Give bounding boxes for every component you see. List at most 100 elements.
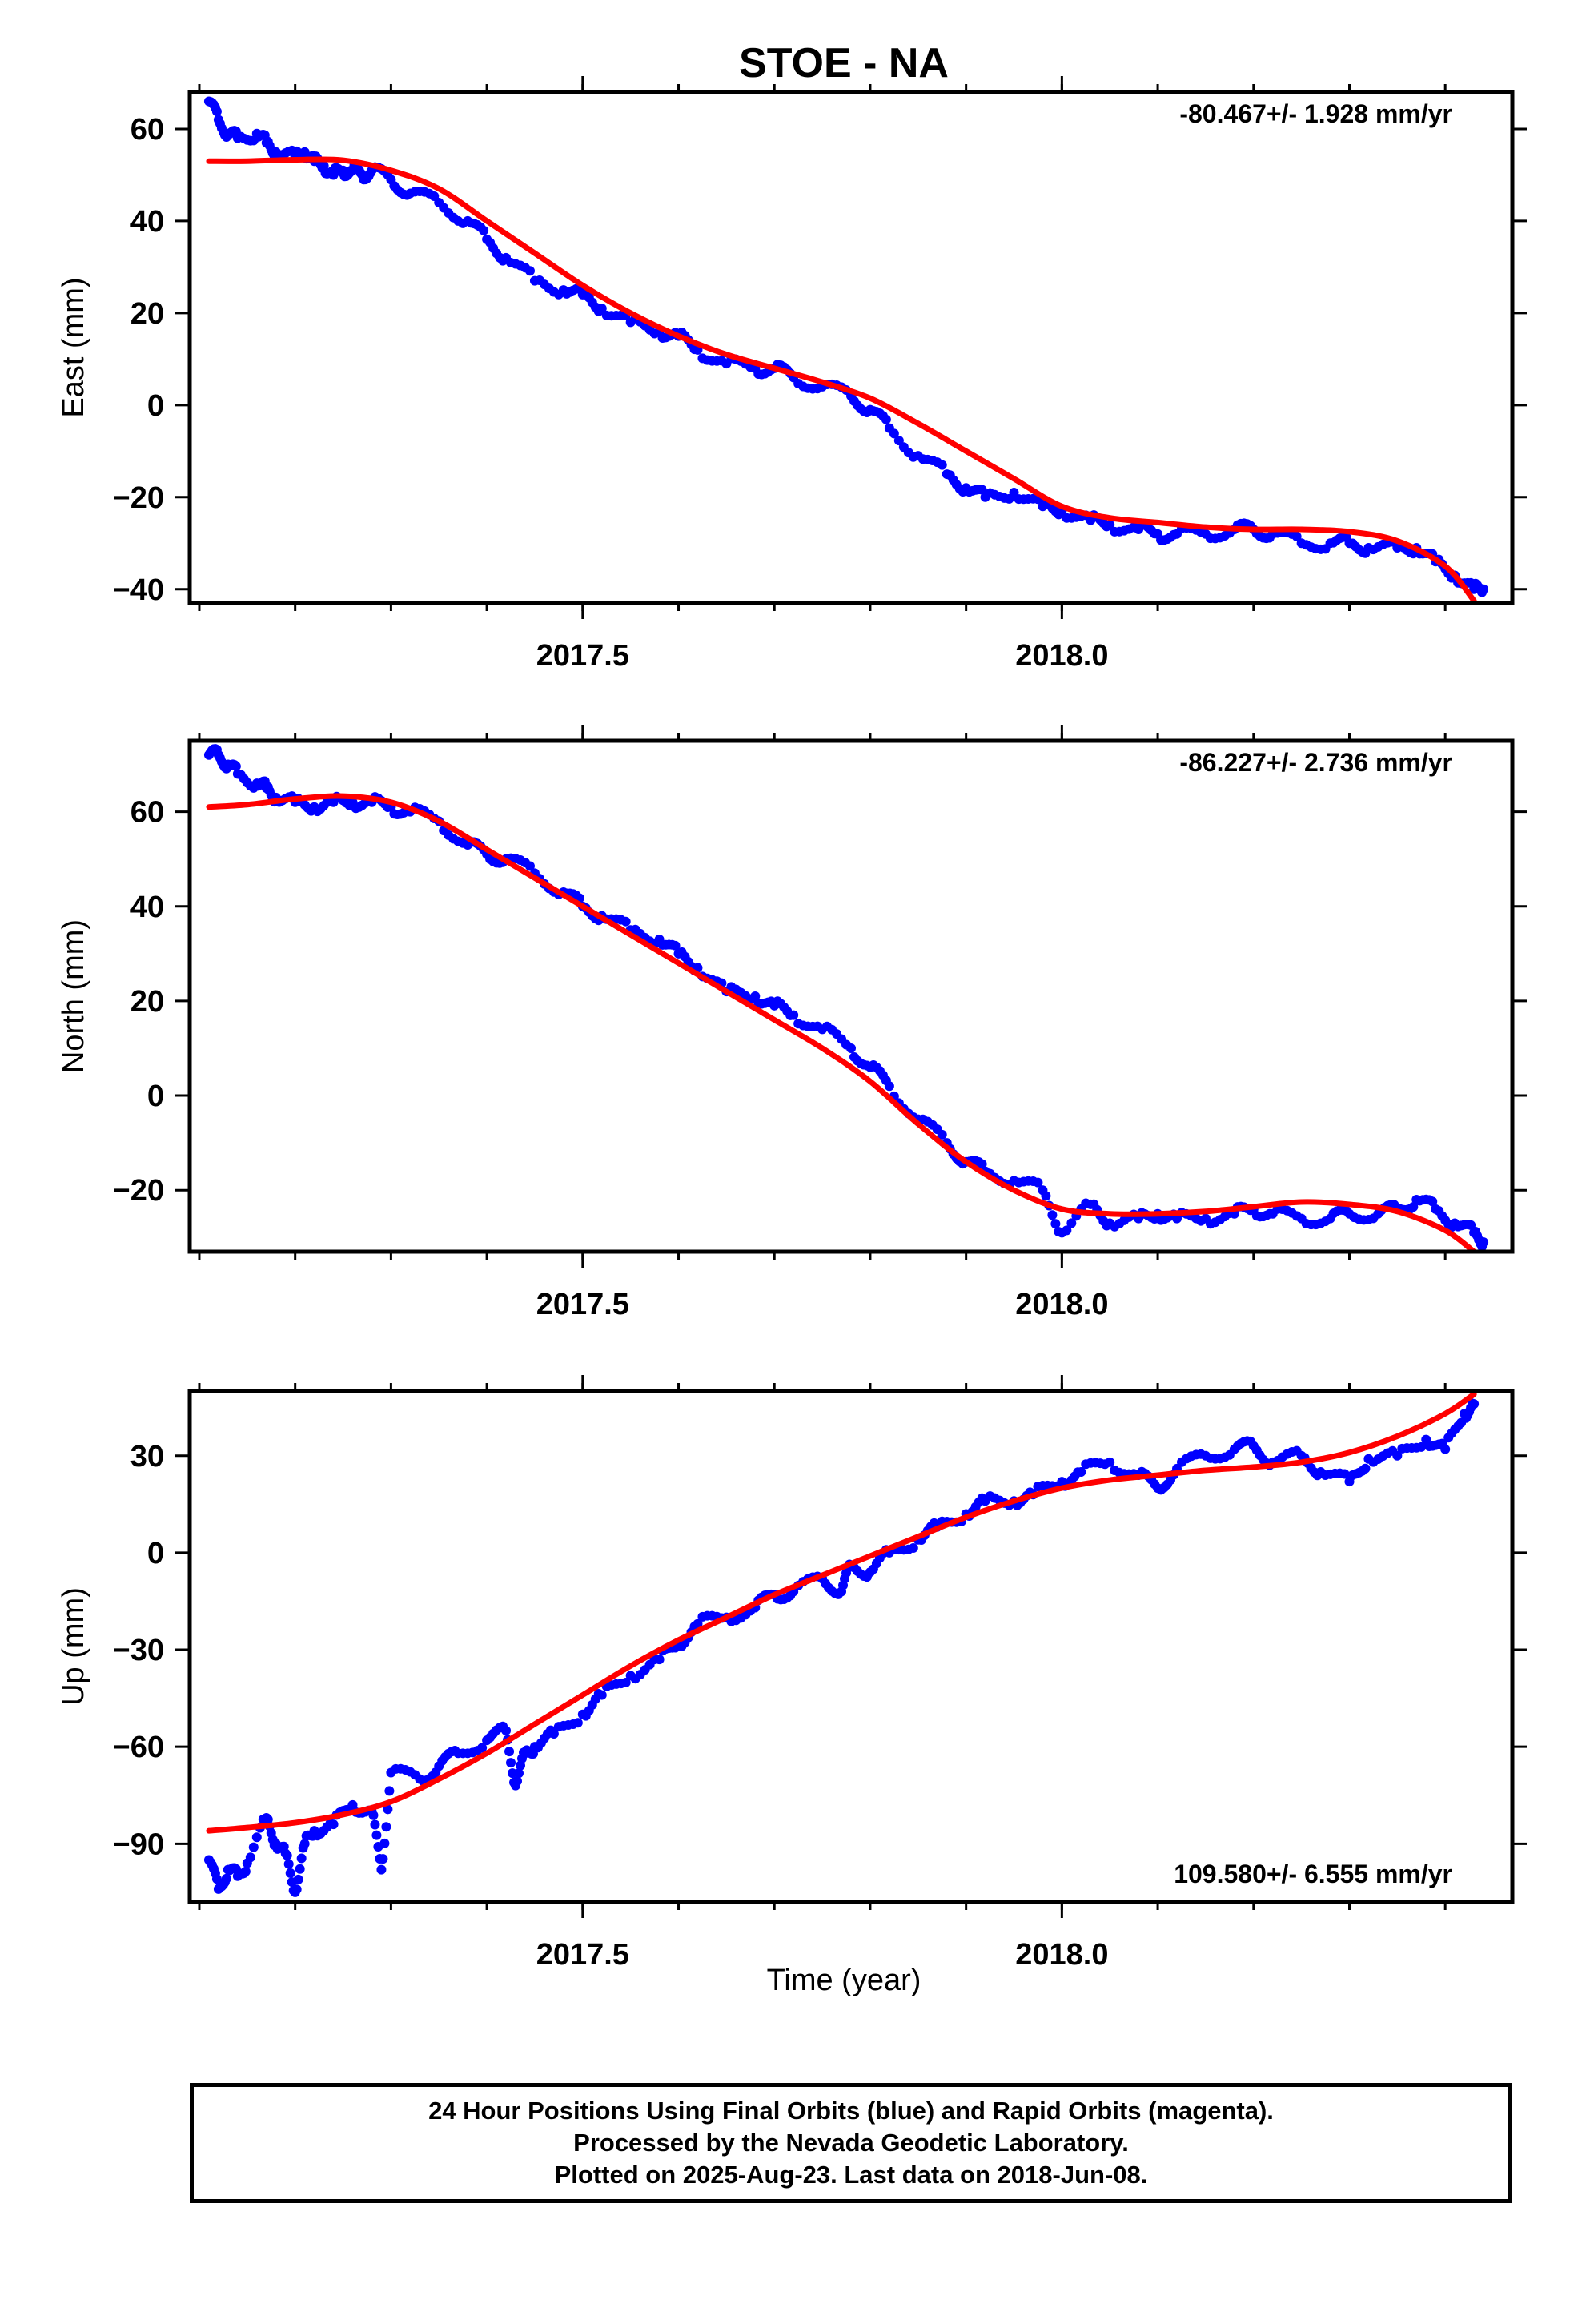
data-point xyxy=(378,1854,388,1864)
data-point xyxy=(347,1799,358,1810)
plot-frame xyxy=(187,1389,1515,1904)
data-point xyxy=(1041,1191,1051,1201)
data-point xyxy=(846,1043,856,1053)
y-tick-label: −90 xyxy=(113,1827,164,1861)
data-point xyxy=(1047,1210,1058,1220)
y-axis-label: East (mm) xyxy=(57,277,90,417)
y-tick-label: −40 xyxy=(113,573,164,607)
data-point xyxy=(512,1776,523,1787)
data-point xyxy=(376,1864,387,1875)
panel-up: 2017.5 2018.0 30 0 −30 −60 −90 Up (mm) 109.580+/… xyxy=(57,1375,1527,1972)
footer-box: 24 Hour Positions Using Final Orbits (bl… xyxy=(190,2083,1512,2203)
data-point xyxy=(548,1729,559,1739)
y-tick-label: −30 xyxy=(113,1634,164,1667)
data-point xyxy=(789,1010,799,1020)
panel-north: 2017.5 2018.0 60 40 20 0 −20 North (mm) -86.227+… xyxy=(57,725,1527,1321)
data-point xyxy=(295,1864,305,1874)
data-point xyxy=(383,1804,393,1815)
data-point xyxy=(384,1786,395,1796)
data-point xyxy=(1360,1463,1371,1474)
data-point xyxy=(1427,1196,1438,1207)
y-axis-label: Up (mm) xyxy=(57,1587,90,1706)
data-point xyxy=(1076,1466,1086,1477)
data-point xyxy=(245,1852,255,1863)
plot-area xyxy=(203,744,1489,1252)
data-point xyxy=(1105,1457,1115,1467)
data-point xyxy=(1050,1219,1061,1229)
data-point xyxy=(240,1866,251,1876)
footer-line-2: Processed by the Nevada Geodetic Laborat… xyxy=(573,2129,1129,2157)
x-tick-label: 2018.0 xyxy=(1015,639,1108,673)
rate-annotation: -86.227+/- 2.736 mm/yr xyxy=(1179,748,1452,777)
data-point xyxy=(371,1830,382,1840)
data-point xyxy=(504,1747,515,1757)
data-point xyxy=(1291,531,1302,541)
data-point xyxy=(750,991,761,1001)
data-point xyxy=(670,940,681,951)
y-tick-label: 0 xyxy=(147,389,164,423)
data-point xyxy=(231,761,241,771)
data-point xyxy=(693,1618,703,1629)
y-tick-label: 20 xyxy=(130,985,164,1019)
data-point xyxy=(1392,1450,1403,1461)
plot-frame xyxy=(187,90,1515,605)
rate-annotation: -80.467+/- 1.928 mm/yr xyxy=(1179,99,1452,128)
panels-group: 2017.5 2018.0 60 40 20 0 −20 −40 East (mm) -80.46… xyxy=(57,76,1527,1972)
fit-line xyxy=(206,793,1477,1252)
data-point xyxy=(211,1874,222,1884)
x-tick-label: 2017.5 xyxy=(536,639,629,673)
data-point xyxy=(370,1819,380,1830)
data-point xyxy=(477,1743,488,1753)
y-axis-label: North (mm) xyxy=(57,919,90,1073)
data-point xyxy=(1339,1469,1350,1479)
data-point xyxy=(381,1822,391,1832)
data-point xyxy=(506,1758,516,1768)
data-point xyxy=(596,304,607,314)
data-point xyxy=(1479,1237,1489,1248)
data-point xyxy=(248,1842,259,1852)
data-point xyxy=(319,160,329,171)
data-point xyxy=(889,428,899,439)
data-point xyxy=(881,414,891,424)
data-point xyxy=(1479,584,1489,594)
chart-title: STOE - NA xyxy=(739,40,949,86)
footer-line-1: 24 Hour Positions Using Final Orbits (bl… xyxy=(428,2097,1274,2125)
data-point xyxy=(296,1853,307,1864)
footer-line-3: Plotted on 2025-Aug-23. Last data on 201… xyxy=(554,2161,1148,2189)
data-point xyxy=(1408,1202,1419,1212)
x-tick-label: 2018.0 xyxy=(1015,1288,1108,1321)
plot-frame xyxy=(187,738,1515,1254)
y-tick-label: 0 xyxy=(147,1080,164,1113)
data-point xyxy=(368,1810,379,1820)
data-point xyxy=(479,225,489,235)
data-point xyxy=(884,1081,894,1092)
y-tick-label: 60 xyxy=(130,113,164,147)
x-axis-label: Time (year) xyxy=(767,1964,921,1997)
data-point xyxy=(1440,1444,1451,1454)
data-point xyxy=(1062,1225,1072,1236)
data-point xyxy=(251,1832,262,1843)
data-point xyxy=(654,1655,665,1665)
y-tick-label: −60 xyxy=(113,1731,164,1764)
y-tick-label: 30 xyxy=(130,1440,164,1474)
data-point xyxy=(1416,1441,1427,1452)
x-tick-label: 2018.0 xyxy=(1015,1938,1108,1972)
data-point xyxy=(937,1129,947,1140)
plot-area xyxy=(203,96,1489,603)
data-point xyxy=(937,460,947,470)
y-tick-label: 40 xyxy=(130,205,164,239)
y-tick-label: 0 xyxy=(147,1537,164,1570)
data-point xyxy=(211,107,222,117)
y-tick-label: 60 xyxy=(130,796,164,830)
data-point xyxy=(299,1839,310,1849)
fit-line xyxy=(206,156,1477,603)
data-point xyxy=(1033,1177,1043,1188)
y-tick-label: −20 xyxy=(113,481,164,515)
data-point xyxy=(1066,1218,1077,1228)
data-point xyxy=(291,1884,302,1895)
data-point xyxy=(572,1718,583,1728)
data-point xyxy=(328,1819,339,1830)
x-tick-label: 2017.5 xyxy=(536,1938,629,1972)
data-point xyxy=(524,861,535,871)
data-point xyxy=(283,1859,294,1869)
